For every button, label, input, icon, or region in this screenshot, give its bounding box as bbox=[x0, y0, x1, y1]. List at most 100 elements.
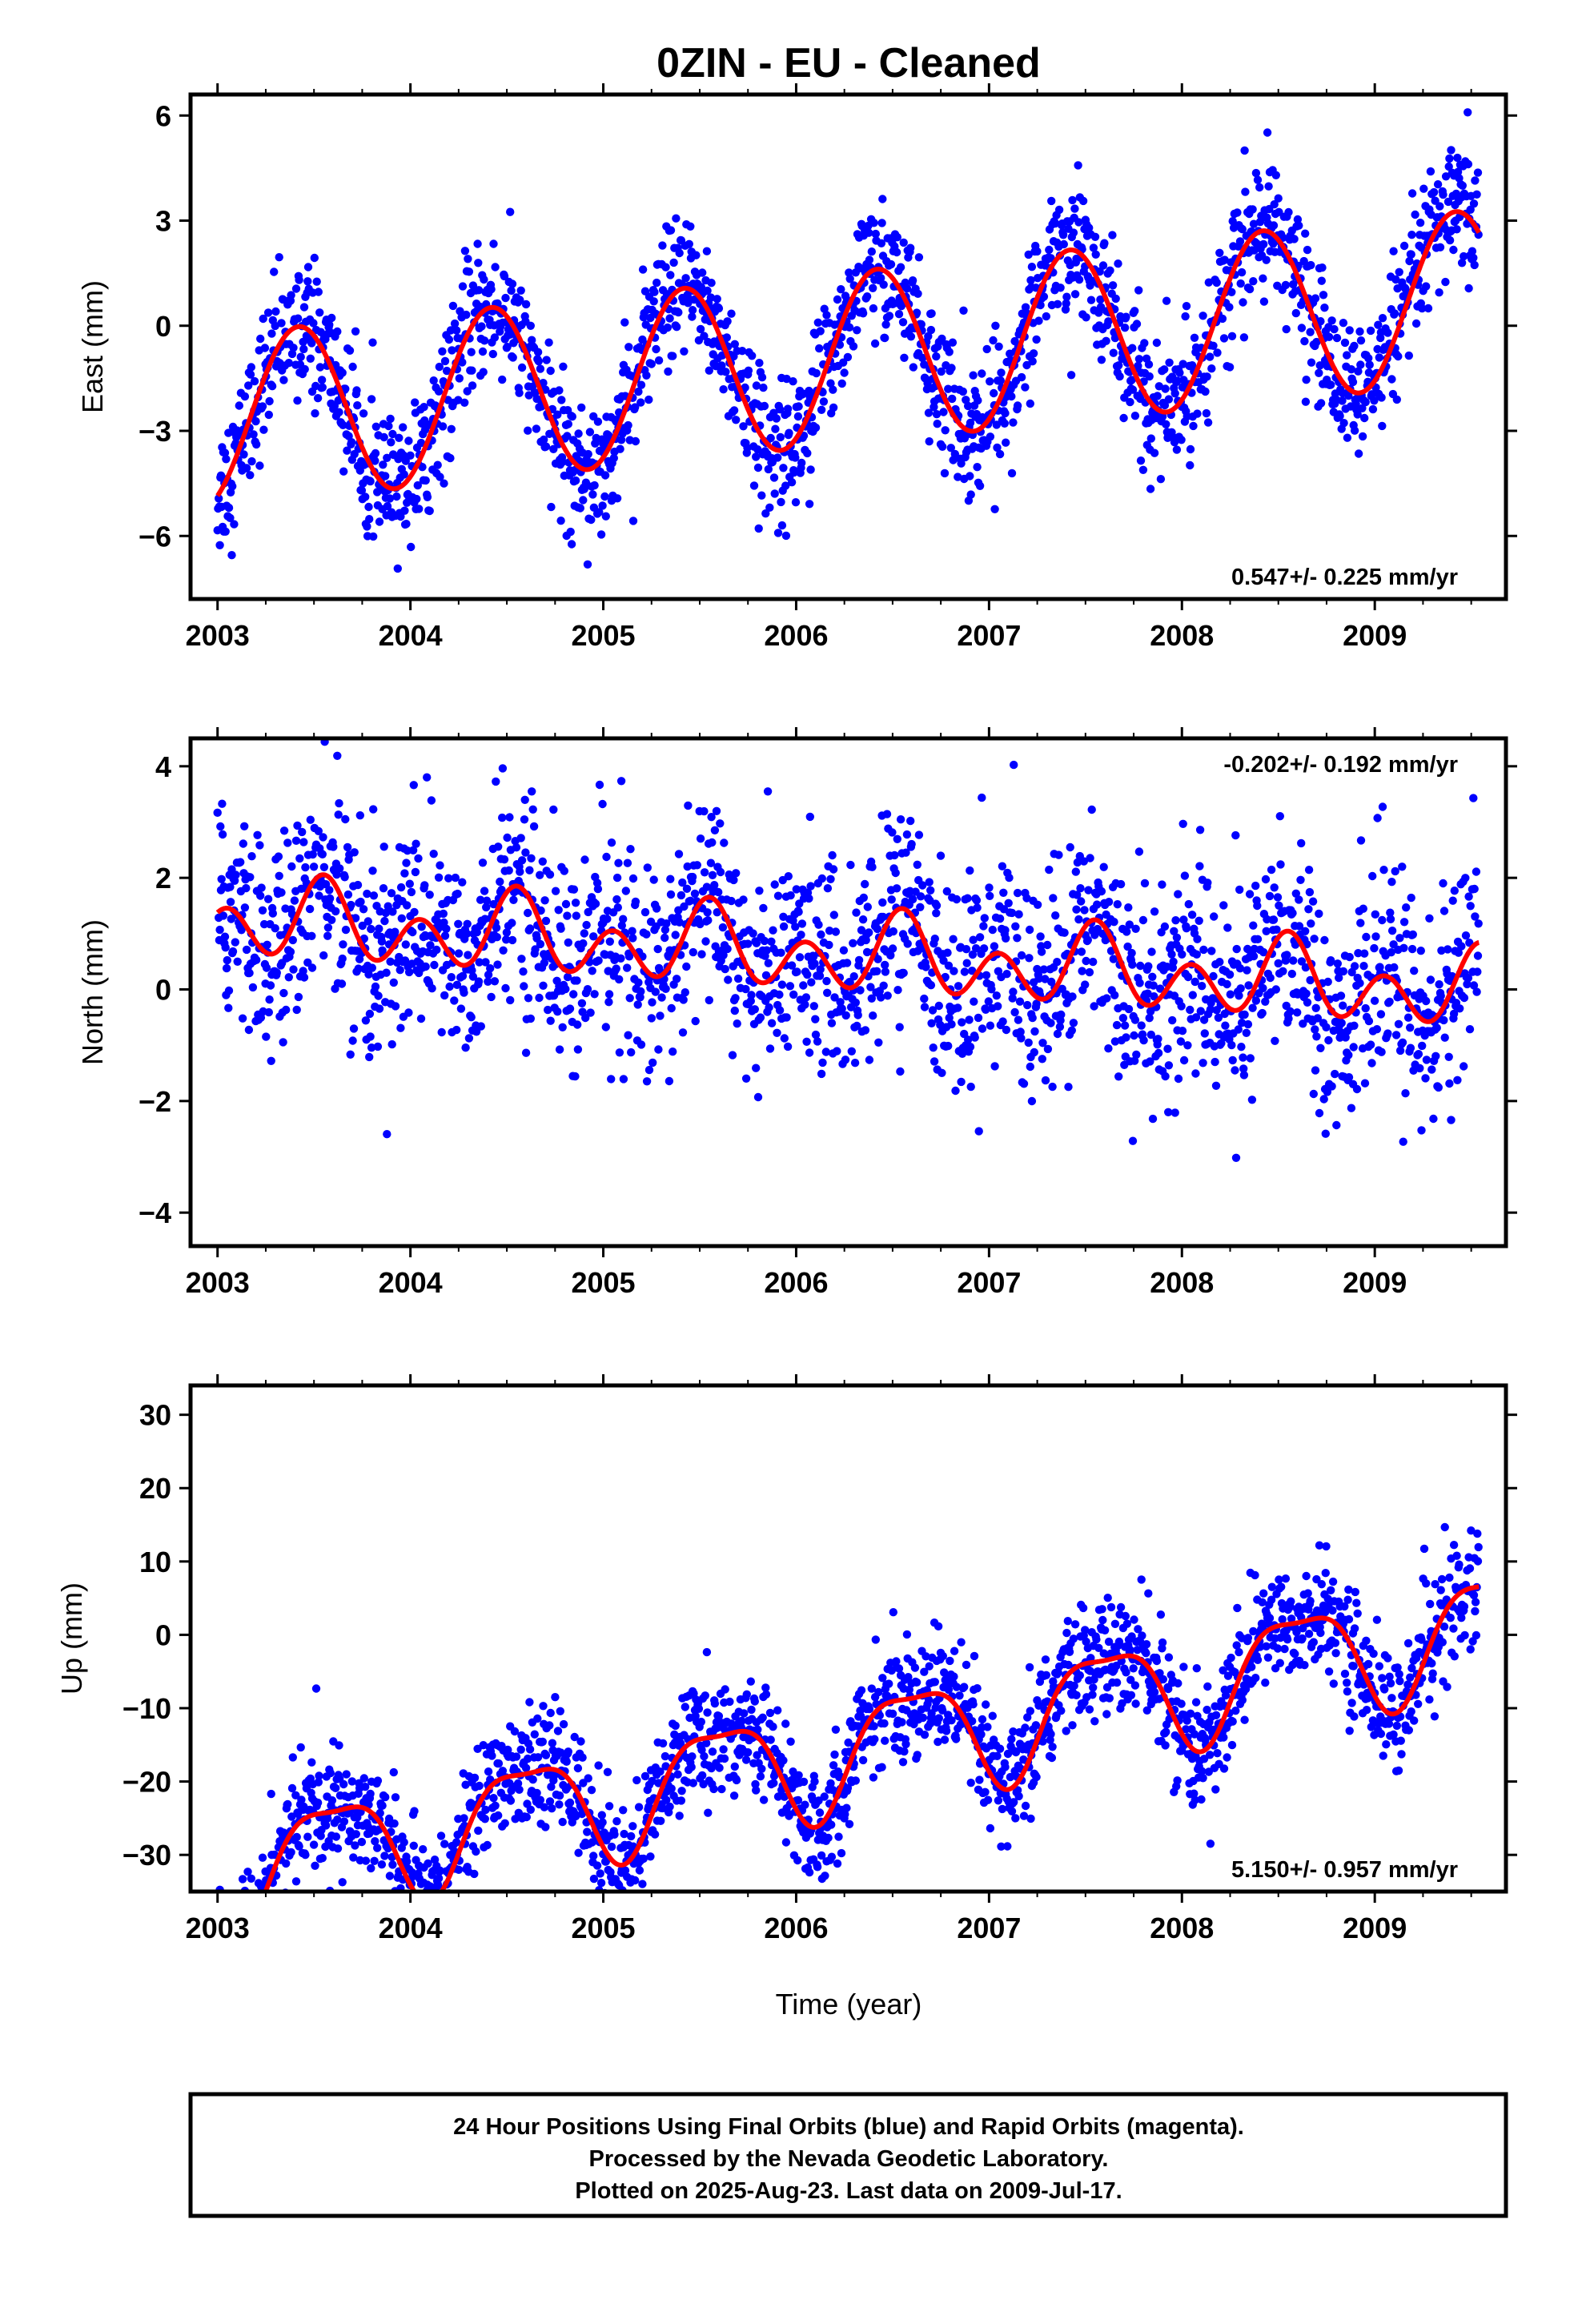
data-point bbox=[1195, 826, 1205, 834]
data-point bbox=[1439, 1015, 1448, 1025]
data-point bbox=[1110, 918, 1118, 927]
data-point bbox=[492, 933, 501, 942]
data-point bbox=[303, 277, 312, 286]
data-point bbox=[757, 373, 767, 382]
data-point bbox=[488, 1751, 496, 1760]
data-point bbox=[558, 1023, 567, 1032]
data-point bbox=[698, 268, 707, 277]
data-point bbox=[311, 1684, 321, 1693]
data-point bbox=[283, 1799, 292, 1809]
data-point bbox=[352, 386, 361, 395]
data-point bbox=[1007, 468, 1017, 478]
data-point bbox=[769, 926, 777, 935]
data-point bbox=[221, 943, 230, 952]
data-point bbox=[397, 914, 406, 923]
data-point bbox=[1251, 881, 1260, 891]
data-point bbox=[1262, 927, 1271, 936]
data-point bbox=[366, 476, 375, 486]
data-point bbox=[718, 923, 728, 932]
data-point bbox=[1179, 1055, 1189, 1065]
data-point bbox=[746, 996, 755, 1006]
data-point bbox=[508, 279, 517, 288]
data-point bbox=[1287, 969, 1297, 979]
data-point bbox=[1344, 1073, 1354, 1082]
data-point bbox=[1330, 324, 1339, 334]
data-point bbox=[348, 362, 357, 372]
data-point bbox=[1317, 276, 1327, 285]
data-point bbox=[361, 1783, 370, 1791]
data-point bbox=[1167, 950, 1176, 959]
data-point bbox=[1464, 283, 1473, 293]
data-point bbox=[1227, 287, 1236, 296]
data-point bbox=[220, 448, 230, 457]
data-point bbox=[1026, 275, 1035, 285]
data-point bbox=[497, 885, 506, 895]
data-point bbox=[506, 1796, 516, 1805]
data-point bbox=[489, 239, 498, 248]
data-point bbox=[339, 1779, 348, 1789]
data-point bbox=[869, 219, 878, 227]
data-point bbox=[287, 1812, 296, 1821]
data-point bbox=[1002, 438, 1010, 447]
data-point bbox=[1041, 1076, 1050, 1085]
data-point bbox=[593, 884, 603, 894]
data-point bbox=[868, 862, 877, 871]
data-point bbox=[638, 1880, 647, 1888]
data-point bbox=[723, 317, 732, 326]
data-point bbox=[1072, 905, 1081, 914]
data-point bbox=[412, 494, 421, 504]
data-point bbox=[958, 1018, 966, 1027]
data-point bbox=[309, 1840, 319, 1849]
data-point bbox=[294, 314, 303, 323]
data-point bbox=[1433, 180, 1443, 189]
data-point bbox=[1370, 396, 1379, 405]
data-point bbox=[968, 967, 977, 975]
north-rate-label: -0.202+/- 0.192 mm/yr bbox=[1223, 752, 1458, 778]
data-point bbox=[484, 977, 492, 987]
data-point bbox=[1399, 943, 1408, 953]
data-point bbox=[936, 1020, 945, 1030]
data-point bbox=[249, 430, 258, 439]
data-point bbox=[230, 1992, 238, 2000]
data-point bbox=[259, 919, 269, 929]
data-point bbox=[1435, 202, 1444, 211]
data-point bbox=[1068, 195, 1077, 205]
data-point bbox=[452, 1025, 461, 1035]
data-point bbox=[1307, 358, 1316, 367]
data-point bbox=[990, 942, 999, 951]
data-point bbox=[1053, 1029, 1062, 1039]
data-point bbox=[1087, 805, 1096, 814]
data-point bbox=[661, 933, 669, 943]
data-point bbox=[916, 903, 925, 912]
data-point bbox=[1100, 239, 1109, 247]
data-point bbox=[363, 889, 371, 899]
data-point bbox=[1192, 950, 1202, 959]
data-point bbox=[279, 1038, 287, 1047]
data-point bbox=[334, 810, 343, 819]
data-point bbox=[1305, 887, 1315, 897]
data-point bbox=[1291, 308, 1301, 318]
data-point bbox=[1049, 894, 1058, 903]
data-point bbox=[665, 314, 674, 323]
data-point bbox=[613, 903, 622, 912]
data-point bbox=[754, 524, 763, 533]
data-point bbox=[428, 984, 436, 993]
data-point bbox=[1234, 1025, 1243, 1034]
data-point bbox=[452, 980, 462, 990]
data-point bbox=[760, 936, 769, 946]
data-point bbox=[213, 808, 222, 817]
data-point bbox=[752, 1063, 761, 1072]
data-point bbox=[494, 1811, 503, 1820]
data-point bbox=[456, 1908, 464, 1916]
data-point bbox=[783, 404, 793, 413]
data-point bbox=[598, 501, 607, 510]
data-point bbox=[1069, 1019, 1078, 1027]
data-point bbox=[1339, 419, 1348, 428]
data-point bbox=[439, 909, 448, 919]
data-point bbox=[963, 894, 972, 903]
data-point bbox=[1074, 218, 1083, 227]
data-point bbox=[653, 944, 662, 954]
east-rate-label: 0.547+/- 0.225 mm/yr bbox=[1231, 565, 1458, 590]
data-point bbox=[388, 907, 397, 916]
data-point bbox=[1269, 221, 1279, 230]
